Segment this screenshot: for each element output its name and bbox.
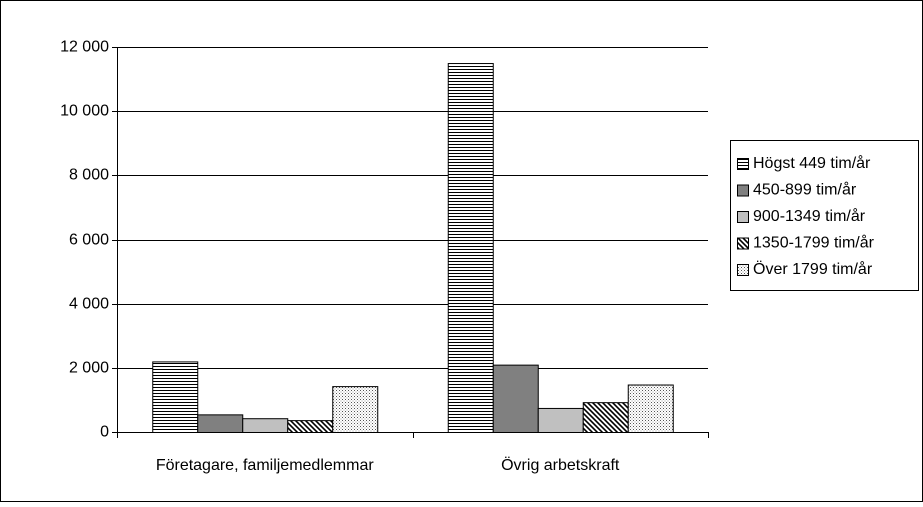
x-tick-label: Övrig arbetskraft <box>501 456 620 474</box>
y-tick-label: 12 000 <box>60 39 109 56</box>
legend-label: Över 1799 tim/år <box>753 260 873 278</box>
x-tick-label: Företagare, familjemedlemmar <box>156 457 375 474</box>
bar <box>492 364 539 433</box>
bar <box>287 420 334 434</box>
legend-swatch <box>737 211 749 223</box>
legend-label: Högst 449 tim/år <box>753 154 871 172</box>
legend-box <box>730 140 919 291</box>
legend-label: 1350-1799 tim/år <box>753 234 875 252</box>
bar <box>152 361 199 433</box>
bar <box>447 63 494 434</box>
y-tick-label: 4 000 <box>69 296 109 313</box>
y-tick-label: 10 000 <box>60 103 109 120</box>
bar <box>537 407 584 433</box>
bar <box>582 402 629 434</box>
bar <box>197 414 244 433</box>
y-tick-label: 0 <box>100 424 109 441</box>
y-tick-label: 8 000 <box>69 167 109 184</box>
legend-swatch <box>737 237 749 250</box>
bar <box>332 386 379 433</box>
legend-swatch <box>737 264 749 276</box>
legend-label: 450-899 tim/år <box>753 181 857 199</box>
legend-label: 900-1349 tim/år <box>753 207 866 225</box>
bar <box>242 418 289 433</box>
y-tick-label: 6 000 <box>69 232 109 249</box>
legend-swatch <box>737 184 749 197</box>
y-tick-label: 2 000 <box>69 360 109 377</box>
legend-swatch <box>737 158 749 170</box>
bar <box>627 384 674 433</box>
